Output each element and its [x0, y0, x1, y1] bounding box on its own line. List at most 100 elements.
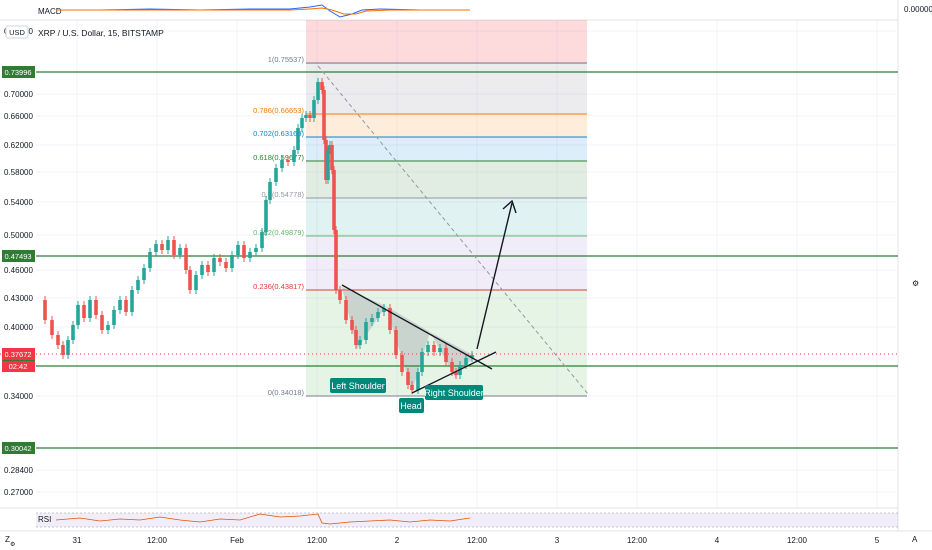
- rsi-pane[interactable]: RSI: [36, 512, 898, 528]
- candle-body: [236, 245, 240, 255]
- candle-body: [154, 244, 158, 252]
- candle-body: [260, 232, 264, 248]
- candle-body: [382, 308, 386, 312]
- rsi-label: RSI: [38, 515, 51, 524]
- price-tick-label: 0.62000: [4, 141, 33, 150]
- time-axis[interactable]: 31 12:00 Feb 12:00 2 12:00 3 12:00 4 12:00 5: [73, 536, 880, 545]
- time-tick-label: 2: [395, 536, 400, 545]
- macd-pane[interactable]: MACD 0.00000: [38, 4, 932, 18]
- countdown-badge: [2, 361, 35, 372]
- price-tick-label: 0.70000: [4, 90, 33, 99]
- candle-body: [312, 100, 316, 118]
- currency-badge[interactable]: USD: [9, 28, 25, 37]
- candle-body: [450, 362, 454, 372]
- level-badge-text: 0.73996: [4, 68, 31, 77]
- candle-body: [100, 315, 104, 330]
- candle-body: [212, 258, 216, 272]
- candle-body: [50, 320, 54, 335]
- fib-level-label: 1(0.75537): [268, 55, 305, 64]
- candle-body: [394, 330, 398, 355]
- pattern-labels: Left Shoulder Head Right Shoulder: [330, 378, 484, 413]
- price-tick-label: 0.43000: [4, 294, 33, 303]
- candle-body: [426, 345, 430, 352]
- level-badge: [2, 250, 35, 262]
- candle-body: [206, 265, 210, 272]
- candle-body: [76, 305, 80, 325]
- candle-body: [464, 358, 468, 365]
- candle-body: [160, 244, 164, 250]
- fib-level-label: 0.618(0.59677): [253, 153, 304, 162]
- time-tick-label: Feb: [230, 536, 244, 545]
- candle-body: [254, 248, 258, 252]
- price-tick-label: 0.28400: [4, 466, 33, 475]
- time-tick-label: 3: [555, 536, 560, 545]
- candle-body: [300, 118, 304, 128]
- candle-body: [316, 82, 320, 100]
- price-tick-label: 0.50000: [4, 231, 33, 240]
- fib-zone: [306, 114, 587, 137]
- candle-body: [188, 270, 192, 290]
- candle-body: [406, 372, 410, 385]
- candle-body: [432, 345, 436, 352]
- candle-body: [388, 308, 392, 330]
- fib-level-label: 0.236(0.43817): [253, 282, 304, 291]
- candle-body: [43, 300, 47, 320]
- level-badge-text: 0.47493: [4, 252, 31, 261]
- candle-body: [470, 355, 474, 358]
- candle-body: [328, 145, 332, 150]
- projection-arrow[interactable]: [476, 199, 517, 350]
- candle-body: [106, 325, 110, 330]
- macd-value: 0.00000: [904, 5, 932, 14]
- candle-body: [142, 268, 146, 280]
- candle-body: [358, 340, 362, 345]
- time-tick-label: 12:00: [147, 536, 168, 545]
- chart-title: XRP / U.S. Dollar, 15, BITSTAMP: [38, 28, 164, 38]
- candle-body: [178, 248, 182, 255]
- candles: [43, 78, 474, 394]
- fib-zone: [306, 137, 587, 161]
- candle-body: [118, 300, 122, 310]
- candle-body: [230, 255, 234, 268]
- current-price-badge: [2, 348, 35, 360]
- level-badge: [2, 442, 35, 454]
- candle-body: [172, 240, 176, 255]
- price-tick-label: 0.46000: [4, 266, 33, 275]
- settings-icon[interactable]: ⚙: [912, 279, 919, 288]
- candle-body: [292, 150, 296, 162]
- candle-body: [148, 252, 152, 268]
- settings-gear-icon[interactable]: ⚙: [10, 541, 15, 548]
- fib-zone: [306, 161, 587, 198]
- candle-body: [364, 322, 368, 340]
- bottom-toolbar[interactable]: Z A ⚙ ⚙: [5, 279, 919, 548]
- fib-extension-zone: [306, 20, 587, 64]
- head-label: Head: [399, 398, 424, 413]
- candle-body: [330, 145, 334, 170]
- candle-body: [194, 275, 198, 290]
- candle-body: [112, 310, 116, 325]
- time-tick-label: 31: [73, 536, 82, 545]
- auto-scale-icon[interactable]: A: [912, 535, 918, 544]
- diagonal-dashed-line[interactable]: [317, 65, 589, 395]
- candle-body: [166, 240, 170, 250]
- candle-body: [454, 372, 458, 375]
- candle-body: [286, 160, 290, 162]
- time-tick-label: 12:00: [467, 536, 488, 545]
- candle-body: [130, 290, 134, 312]
- candle-body: [344, 300, 348, 320]
- left-shoulder-label: Left Shoulder: [330, 378, 386, 393]
- candle-body: [218, 258, 222, 262]
- neckline-descending[interactable]: [341, 284, 493, 370]
- vertical-grid: [36, 20, 898, 508]
- candle-body: [322, 90, 326, 140]
- time-tick-label: 4: [715, 536, 720, 545]
- candle-body: [224, 262, 228, 268]
- candle-body: [248, 252, 252, 258]
- zoom-icon[interactable]: Z: [5, 535, 10, 544]
- candle-body: [264, 200, 268, 232]
- time-tick-label: 12:00: [787, 536, 808, 545]
- candle-body: [274, 168, 278, 182]
- chart-header: USD XRP / U.S. Dollar, 15, BITSTAMP: [5, 25, 164, 39]
- fib-zone: [306, 198, 587, 236]
